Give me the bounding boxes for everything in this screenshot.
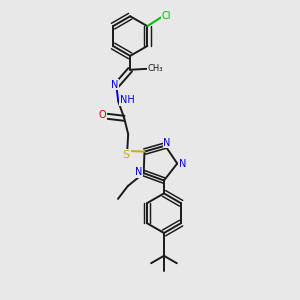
Text: N: N	[135, 167, 142, 177]
Text: O: O	[99, 110, 106, 120]
Text: Cl: Cl	[161, 11, 171, 21]
Text: N: N	[111, 80, 118, 90]
Text: S: S	[123, 150, 130, 160]
Text: CH₃: CH₃	[147, 64, 163, 73]
Text: NH: NH	[120, 95, 135, 106]
Text: N: N	[178, 158, 186, 169]
Text: N: N	[164, 138, 171, 148]
